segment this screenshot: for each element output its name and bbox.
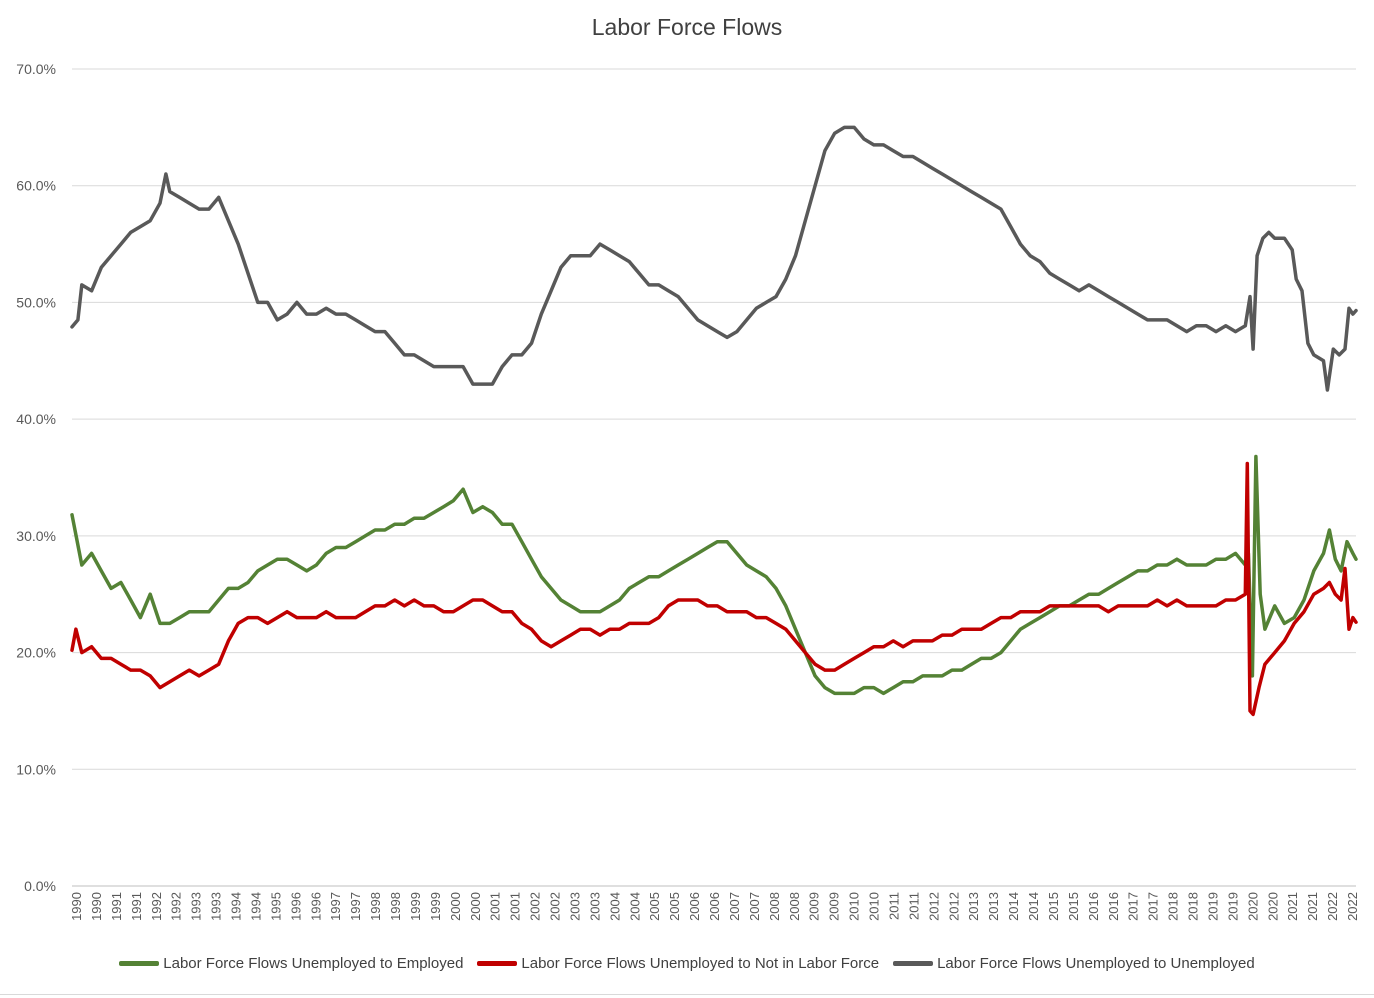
x-tick-label: 2016 — [1086, 892, 1101, 921]
y-tick-label: 50.0% — [16, 294, 56, 310]
y-tick-label: 70.0% — [16, 61, 56, 77]
x-tick-label: 2019 — [1205, 892, 1220, 921]
x-tick-label: 1993 — [209, 892, 224, 921]
legend-swatch-not-in-labor-force — [477, 961, 518, 966]
x-tick-label: 1990 — [69, 892, 84, 921]
x-tick-label: 2010 — [867, 892, 882, 921]
x-tick-label: 2009 — [827, 892, 842, 921]
y-tick-label: 60.0% — [16, 178, 56, 194]
legend-label-not-in-labor-force: Labor Force Flows Unemployed to Not in L… — [521, 955, 880, 972]
x-tick-label: 2012 — [946, 892, 961, 921]
x-tick-label: 2001 — [508, 892, 523, 921]
x-tick-label: 2000 — [448, 892, 463, 921]
x-tick-label: 1998 — [388, 892, 403, 921]
x-tick-label: 1991 — [129, 892, 144, 921]
x-tick-label: 2007 — [747, 892, 762, 921]
x-tick-label: 2005 — [667, 892, 682, 921]
x-tick-label: 1999 — [428, 892, 443, 921]
x-tick-label: 2007 — [727, 892, 742, 921]
y-tick-label: 0.0% — [24, 878, 56, 894]
x-tick-label: 2022 — [1325, 892, 1340, 921]
x-tick-label: 1997 — [328, 892, 343, 921]
legend-label-unemployed: Labor Force Flows Unemployed to Unemploy… — [937, 955, 1255, 972]
x-tick-label: 2022 — [1345, 892, 1360, 921]
x-tick-label: 2010 — [847, 892, 862, 921]
x-tick-label: 2015 — [1066, 892, 1081, 921]
x-tick-label: 2003 — [587, 892, 602, 921]
x-tick-label: 2008 — [787, 892, 802, 921]
legend: Labor Force Flows Unemployed to Employed… — [0, 955, 1374, 972]
frame-bottom-border — [0, 994, 1374, 995]
x-tick-label: 1996 — [308, 892, 323, 921]
x-tick-label: 2011 — [906, 892, 921, 920]
y-tick-label: 20.0% — [16, 645, 56, 661]
x-tick-label: 1994 — [248, 892, 263, 921]
x-tick-label: 2017 — [1126, 892, 1141, 921]
series-line-2 — [70, 125, 1358, 392]
x-tick-label: 1992 — [169, 892, 184, 921]
y-tick-label: 40.0% — [16, 411, 56, 427]
series-line-1 — [70, 461, 1358, 717]
legend-item-employed: Labor Force Flows Unemployed to Employed — [119, 955, 463, 972]
x-tick-label: 1992 — [149, 892, 164, 921]
x-tick-label: 2013 — [986, 892, 1001, 921]
chart-title: Labor Force Flows — [591, 14, 783, 40]
x-tick-label: 1999 — [408, 892, 423, 921]
x-tick-label: 1998 — [368, 892, 383, 921]
x-tick-label: 2008 — [767, 892, 782, 921]
x-tick-label: 2018 — [1166, 892, 1181, 921]
x-tick-label: 1990 — [89, 892, 104, 921]
x-tick-label: 2006 — [707, 892, 722, 921]
x-tick-label: 2005 — [647, 892, 662, 921]
x-tick-label: 2006 — [687, 892, 702, 921]
x-tick-label: 2021 — [1305, 892, 1320, 921]
x-tick-label: 1993 — [189, 892, 204, 921]
x-tick-label: 2014 — [1026, 892, 1041, 921]
x-tick-label: 2009 — [807, 892, 822, 921]
legend-label-employed: Labor Force Flows Unemployed to Employed — [163, 955, 464, 972]
x-tick-label: 2014 — [1006, 892, 1021, 921]
x-tick-label: 2019 — [1225, 892, 1240, 921]
legend-item-unemployed: Labor Force Flows Unemployed to Unemploy… — [893, 955, 1255, 972]
x-tick-label: 2012 — [926, 892, 941, 921]
x-tick-label: 2013 — [966, 892, 981, 921]
x-tick-label: 1991 — [109, 892, 124, 921]
legend-swatch-unemployed — [893, 961, 934, 966]
x-tick-label: 2002 — [548, 892, 563, 921]
x-tick-label: 2017 — [1146, 892, 1161, 921]
x-tick-label: 2015 — [1046, 892, 1061, 921]
y-tick-label: 30.0% — [16, 528, 56, 544]
y-tick-label: 10.0% — [16, 761, 56, 777]
legend-item-not-in-labor-force: Labor Force Flows Unemployed to Not in L… — [477, 955, 879, 972]
legend-swatch-employed — [119, 961, 160, 966]
gridlines — [72, 68, 1356, 887]
x-axis-labels: 1990 1990 1991 1991 1992 1992 1993 1993 1994 1994… — [69, 892, 1360, 921]
series-lines — [70, 125, 1358, 717]
x-tick-label: 2020 — [1245, 892, 1260, 921]
x-tick-label: 2001 — [488, 892, 503, 921]
x-tick-label: 2003 — [567, 892, 582, 921]
series-line-0 — [70, 454, 1358, 696]
x-tick-label: 2000 — [468, 892, 483, 921]
x-tick-label: 1995 — [268, 892, 283, 921]
x-tick-label: 2020 — [1265, 892, 1280, 921]
x-tick-label: 2021 — [1285, 892, 1300, 921]
x-tick-label: 2011 — [886, 892, 901, 920]
x-tick-label: 1997 — [348, 892, 363, 921]
x-tick-label: 2004 — [607, 892, 622, 921]
x-tick-label: 2016 — [1106, 892, 1121, 921]
y-axis-labels: 0.0% 10.0% 20.0% 30.0% 40.0% 50.0% 60.0% 70.0% — [16, 61, 56, 894]
x-tick-label: 1996 — [288, 892, 303, 921]
x-tick-label: 2002 — [528, 892, 543, 921]
x-tick-label: 2004 — [627, 892, 642, 921]
x-tick-label: 1994 — [229, 892, 244, 921]
x-tick-label: 2018 — [1186, 892, 1201, 921]
